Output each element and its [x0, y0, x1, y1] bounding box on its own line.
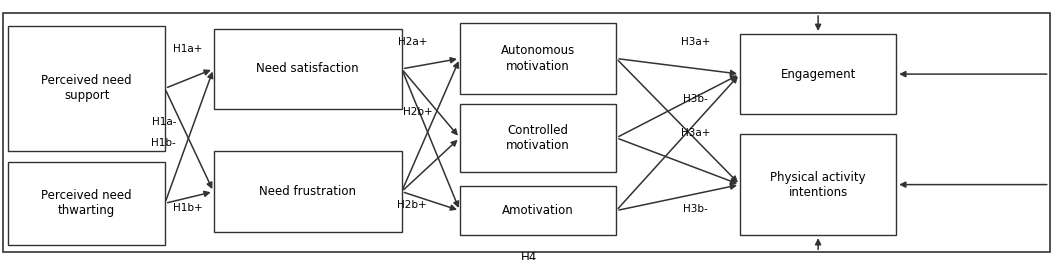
- FancyBboxPatch shape: [460, 186, 616, 235]
- Text: H2a+: H2a+: [397, 37, 427, 47]
- Text: Perceived need
thwarting: Perceived need thwarting: [41, 189, 132, 217]
- Text: Amotivation: Amotivation: [502, 204, 574, 217]
- Text: H4: H4: [520, 251, 537, 260]
- Text: Engagement: Engagement: [780, 68, 856, 81]
- Text: H2b+: H2b+: [403, 107, 432, 117]
- FancyBboxPatch shape: [460, 104, 616, 172]
- Text: H3a+: H3a+: [681, 37, 710, 47]
- Text: Need satisfaction: Need satisfaction: [256, 62, 359, 75]
- Text: H3b-: H3b-: [683, 204, 708, 214]
- FancyBboxPatch shape: [8, 162, 165, 245]
- Text: Perceived need
support: Perceived need support: [41, 74, 132, 102]
- Text: H1b-: H1b-: [151, 138, 177, 148]
- Text: H3a+: H3a+: [681, 128, 710, 138]
- Text: Controlled
motivation: Controlled motivation: [506, 124, 570, 152]
- FancyBboxPatch shape: [740, 134, 896, 235]
- FancyBboxPatch shape: [740, 34, 896, 114]
- FancyBboxPatch shape: [214, 29, 402, 109]
- FancyBboxPatch shape: [460, 23, 616, 94]
- Text: H3b-: H3b-: [683, 94, 708, 104]
- FancyBboxPatch shape: [8, 26, 165, 151]
- Text: Autonomous
motivation: Autonomous motivation: [501, 44, 575, 73]
- FancyBboxPatch shape: [214, 151, 402, 232]
- Text: Need frustration: Need frustration: [259, 185, 356, 198]
- Text: H1b+: H1b+: [173, 203, 203, 213]
- Text: Physical activity
intentions: Physical activity intentions: [771, 171, 866, 199]
- Text: H2b+: H2b+: [397, 200, 427, 210]
- Text: H1a+: H1a+: [173, 44, 203, 54]
- Text: H1a-: H1a-: [151, 117, 177, 127]
